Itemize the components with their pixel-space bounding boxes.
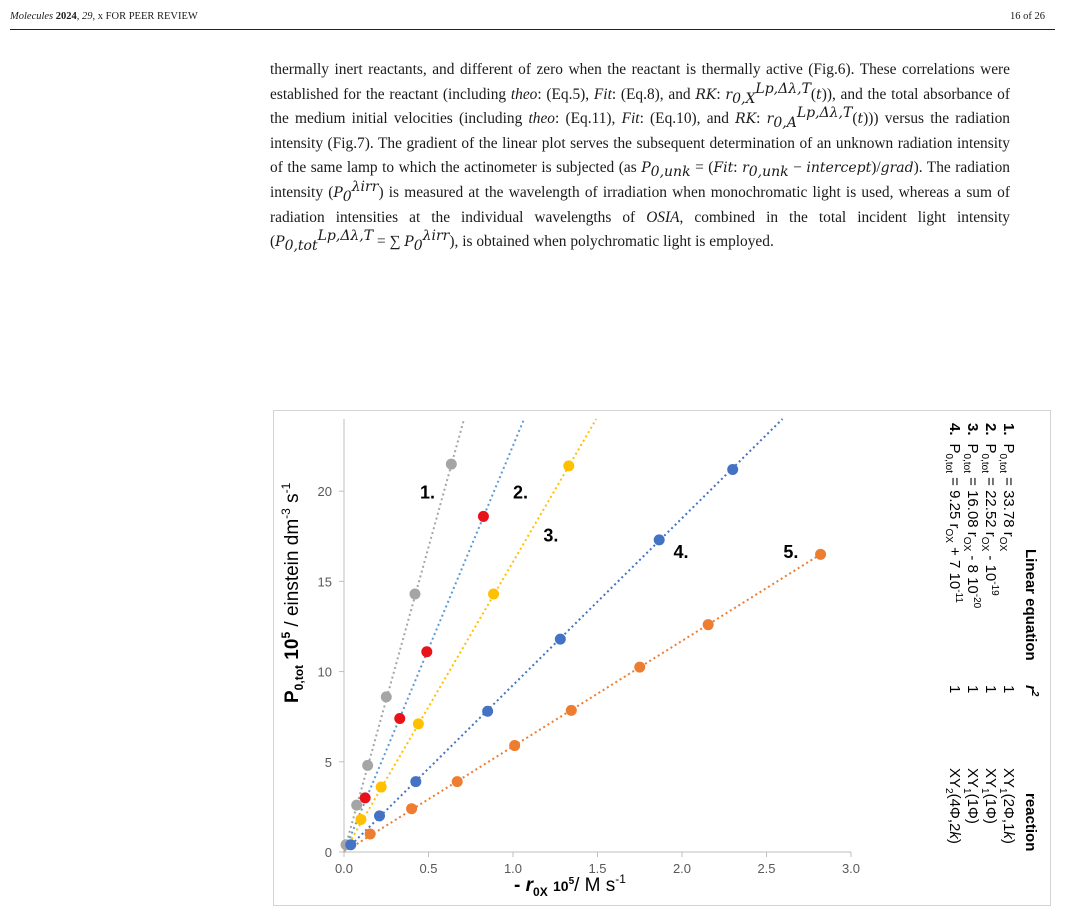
series-label-2: 2. [513,482,528,502]
series-label-3: 3. [543,526,558,546]
svg-text:3.P0,tot = 16.08 rOX - 8 10-20: 3.P0,tot = 16.08 rOX - 8 10-20 [961,423,982,609]
data-point-series-1 [351,799,363,811]
journal-citation: Molecules 2024, 29, x FOR PEER REVIEW [10,11,198,22]
data-point-series-5 [565,704,577,716]
svg-text:1: 1 [946,685,963,693]
y-tick-label: 10 [318,665,332,680]
data-point-series-5 [509,740,521,752]
paragraph-text: thermally inert reactants, and different… [270,61,1010,255]
data-point-series-3 [355,814,367,826]
journal-year: 2024 [55,11,77,22]
page-header: Molecules 2024, 29, x FOR PEER REVIEW 16… [10,8,1055,26]
y-tick-label: 0 [325,845,332,860]
legend-table: Linear equation r2 reaction 1.P0,tot = 3… [943,423,1040,851]
data-point-series-5 [634,661,646,673]
data-point-series-4 [653,534,665,546]
x-tick-label: 2.5 [757,861,775,876]
body-paragraph: thermally inert reactants, and different… [270,58,1010,255]
data-point-series-4 [482,705,494,717]
trendline-1 [343,418,466,853]
data-point-series-2 [477,510,489,522]
trendline-5 [343,553,822,853]
data-point-series-2 [421,646,433,658]
data-point-series-3 [412,718,424,730]
legend-header-r2: r2 [1022,685,1040,697]
chart: 0.0 0.5 1.0 1.5 2.0 2.5 3.0 0 5 10 15 20 1. 2. 3. 4. 5.… [279,418,1040,899]
data-point-series-5 [702,619,714,631]
y-tick-label: 15 [318,574,332,589]
data-point-series-5 [406,803,418,815]
svg-text:4.P0,tot = 9.25 rOX + 7 10-11: 4.P0,tot = 9.25 rOX + 7 10-11 [943,423,964,603]
legend-row-2: 2.P0,tot = 22.52 rOX - 10-19 1 XY1(1Φ) [979,423,1000,824]
journal-name: Molecules [10,11,54,22]
data-point-series-4 [554,633,566,645]
legend-header-reaction: reaction [1022,793,1039,851]
data-points [340,458,827,851]
legend-row-4: 4.P0,tot = 9.25 rOX + 7 10-11 1 XY2(4Φ,2… [943,423,964,844]
figure-frame: 0.0 0.5 1.0 1.5 2.0 2.5 3.0 0 5 10 15 20 1. 2. 3. 4. 5.… [273,410,1051,906]
data-point-series-1 [380,691,392,703]
data-point-series-3 [563,460,575,472]
data-point-series-4 [727,464,739,476]
y-axis-title: P0,tot 105 / einstein dm-3 s-1 [279,482,306,703]
y-tick-label: 5 [325,755,332,770]
data-point-series-1 [362,759,374,771]
data-point-series-1 [445,458,457,470]
legend-header-equation: Linear equation [1022,549,1039,661]
tick-labels: 0.0 0.5 1.0 1.5 2.0 2.5 3.0 0 5 10 15 20 [318,484,861,876]
legend-row-1: 1.P0,tot = 33.78 rOX 1 XY1(2Φ,1k) [997,423,1017,844]
x-tick-label: 3.0 [842,861,860,876]
data-point-series-4 [373,810,385,822]
trendline-3 [343,418,598,853]
svg-text:XY1(2Φ,1k): XY1(2Φ,1k) [997,768,1017,844]
svg-text:1: 1 [982,685,999,693]
svg-text:2.P0,tot = 22.52 rOX - 10-19: 2.P0,tot = 22.52 rOX - 10-19 [979,423,1000,596]
series-label-5: 5. [783,542,798,562]
data-point-series-3 [488,588,500,600]
page-number: 16 of 26 [1010,11,1045,22]
x-tick-label: 0.0 [335,861,353,876]
data-point-series-4 [345,839,357,851]
series-label-1: 1. [420,482,435,502]
trendlines [343,418,822,853]
x-tick-label: 1.0 [504,861,522,876]
trendline-2 [343,418,526,853]
svg-text:XY2(4Φ,2k): XY2(4Φ,2k) [943,768,963,844]
legend-row-3: 3.P0,tot = 16.08 rOX - 8 10-20 1 XY1(1Φ) [961,423,982,824]
y-tick-label: 20 [318,484,332,499]
data-point-series-3 [375,781,387,793]
x-tick-label: 2.0 [673,861,691,876]
review-note: , x FOR PEER REVIEW [92,11,198,22]
x-tick-label: 0.5 [419,861,437,876]
data-point-series-2 [359,792,371,804]
data-point-series-5 [815,548,827,560]
svg-text:1: 1 [964,685,981,693]
data-point-series-1 [409,588,421,600]
x-tick-label: 1.5 [588,861,606,876]
data-point-series-4 [410,776,422,788]
journal-volume: 29 [82,11,93,22]
svg-text:1: 1 [1000,685,1017,693]
series-labels: 1. 2. 3. 4. 5. [420,482,798,562]
header-rule [10,29,1055,30]
svg-text:XY1(1Φ): XY1(1Φ) [961,768,981,824]
svg-text:XY1(1Φ): XY1(1Φ) [979,768,999,824]
data-point-series-2 [394,712,406,724]
x-axis-title: - r0X 105/ M s-1 [514,872,626,899]
svg-text:1.P0,tot = 33.78 rOX: 1.P0,tot = 33.78 rOX [997,423,1017,552]
data-point-series-5 [364,828,376,840]
series-label-4: 4. [674,542,689,562]
data-point-series-5 [451,776,463,788]
